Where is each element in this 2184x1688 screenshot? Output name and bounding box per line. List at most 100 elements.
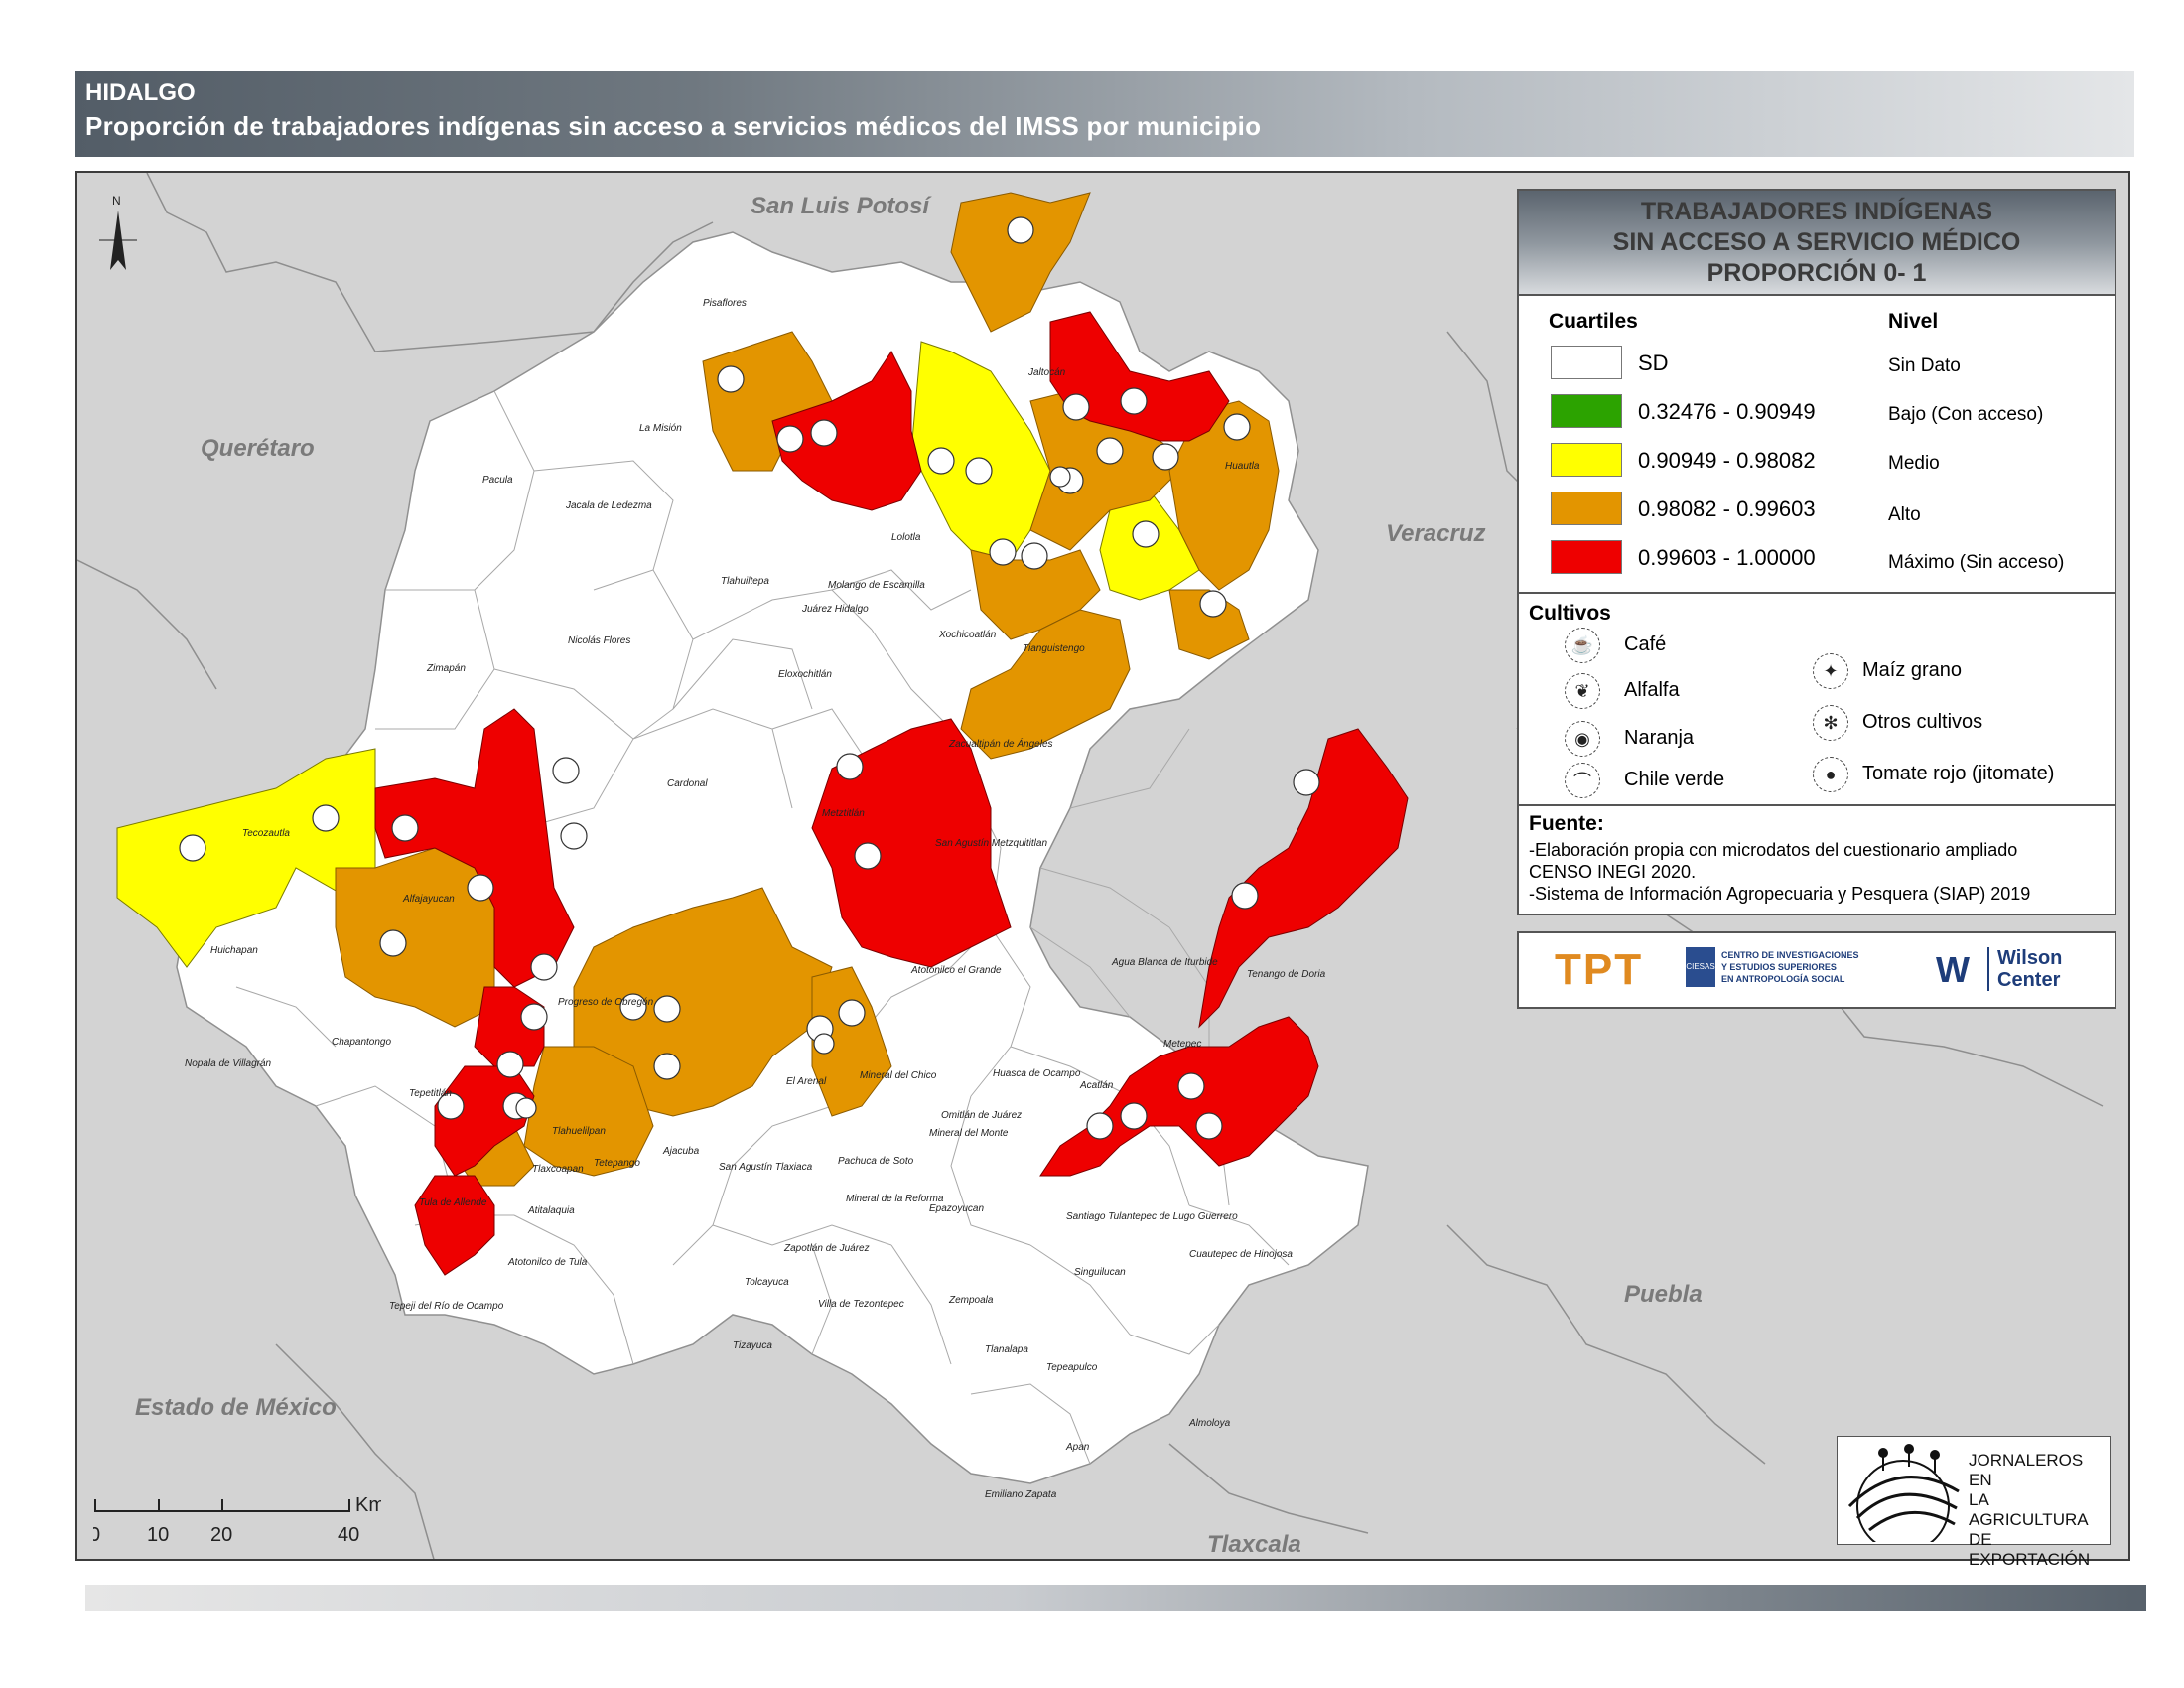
muni-label: Tepeapulco (1046, 1362, 1098, 1373)
muni-label: Alfajayucan (403, 894, 455, 905)
field-icon (1847, 1444, 1960, 1542)
muni-label: Xochicoatlán (939, 630, 997, 640)
crop-label: Otros cultivos (1862, 711, 1983, 733)
scale-tick: 10 (147, 1524, 169, 1546)
muni-label: Tenango de Doria (1247, 969, 1326, 980)
muni-label: Lolotla (891, 532, 921, 543)
ciesas-line: EN ANTROPOLOGÍA SOCIAL (1721, 974, 1845, 984)
muni-label: Molango de Escamilla (828, 580, 925, 591)
muni-label: Juárez Hidalgo (802, 604, 869, 615)
muni-label: Metepec (1163, 1039, 1202, 1050)
state-label-puebla: Puebla (1624, 1281, 1703, 1308)
jornaleros-line: DE EXPORTACIÓN (1969, 1530, 2091, 1569)
region-san-felipe (950, 192, 1091, 333)
tomato-icon: ● (1813, 757, 1848, 792)
class-medio-regions (116, 341, 1200, 968)
muni-label: Huasca de Ocampo (993, 1068, 1081, 1079)
scale-tick: 0 (93, 1524, 100, 1546)
state-label-estado-de-mexico: Estado de México (135, 1394, 337, 1421)
class-level: Máximo (Sin acceso) (1888, 552, 2065, 573)
region-metztitlan (811, 718, 1012, 968)
muni-label: Cuautepec de Hinojosa (1189, 1249, 1293, 1260)
muni-label: Atitalaquia (528, 1205, 575, 1216)
wilson-line: Center (1997, 969, 2061, 991)
jornaleros-line: JORNALEROS EN (1969, 1451, 2084, 1489)
class-range: 0.32476 - 0.90949 (1638, 399, 1816, 424)
muni-label: La Misión (639, 423, 682, 434)
region-huautla (1168, 400, 1280, 591)
muni-label: Huichapan (210, 945, 258, 956)
muni-label: Zapotlán de Juárez (784, 1243, 870, 1254)
muni-label: Ajacuba (663, 1146, 700, 1157)
class-level: Medio (1888, 453, 1940, 474)
jornaleros-line: LA AGRICULTURA (1969, 1490, 2089, 1529)
crop-label: Maíz grano (1862, 659, 1963, 681)
muni-label: Pisaflores (703, 298, 747, 309)
muni-label: Singuilucan (1074, 1267, 1126, 1278)
class-range: 0.98082 - 0.99603 (1638, 496, 1816, 521)
region-ixmiquilpan (374, 708, 575, 988)
ciesas-line: Y ESTUDIOS SUPERIORES (1721, 962, 1837, 972)
muni-label: Emiliano Zapata (985, 1489, 1057, 1500)
legend-title-line: TRABAJADORES INDÍGENAS (1640, 198, 1993, 225)
muni-label: Nopala de Villagrán (185, 1058, 272, 1069)
ciesas-line: CENTRO DE INVESTIGACIONES (1721, 950, 1859, 960)
state-label-veracruz: Veracruz (1386, 520, 1486, 547)
swatch-bajo (1551, 394, 1622, 428)
ciesas-logo-text: CENTRO DE INVESTIGACIONES Y ESTUDIOS SUP… (1721, 949, 1859, 985)
legend-title-line: PROPORCIÓN 0- 1 (1706, 259, 1927, 287)
muni-label: Omitlán de Juárez (941, 1110, 1023, 1121)
coffee-icon: ☕ (1565, 628, 1600, 663)
muni-label: Progreso de Obregón (558, 997, 654, 1008)
north-label: N (112, 194, 121, 208)
muni-label: Mineral del Monte (929, 1128, 1009, 1139)
source-heading: Fuente: (1529, 812, 1604, 835)
crop-markers (179, 216, 1320, 1140)
swatch-maximo (1551, 540, 1622, 574)
muni-label: Villa de Tezontepec (818, 1299, 904, 1310)
muni-label: Chapantongo (332, 1037, 392, 1048)
crop-label: Chile verde (1624, 769, 1725, 790)
class-range: 0.90949 - 0.98082 (1638, 448, 1816, 473)
crop-label: Tomate rojo (jitomate) (1862, 763, 2055, 784)
muni-label: Mineral del Chico (860, 1070, 937, 1081)
state-label-tlaxcala: Tlaxcala (1207, 1531, 1301, 1558)
level-heading: Nivel (1888, 310, 1939, 333)
chili-icon: ⌒ (1565, 763, 1600, 798)
legend-title-line: SIN ACCESO A SERVICIO MÉDICO (1612, 228, 2021, 256)
north-arrow: N (93, 191, 143, 280)
muni-label: Tianguistengo (1023, 643, 1085, 654)
map-subtitle: Proporción de trabajadores indígenas sin… (85, 111, 1262, 141)
muni-label: Acatlán (1080, 1080, 1114, 1091)
class-level: Bajo (Con acceso) (1888, 404, 2044, 425)
muni-label: Mineral de la Reforma (846, 1194, 944, 1204)
muni-label: Jaltocán (1028, 367, 1066, 378)
class-maximo-regions (374, 311, 1409, 1276)
tpt-logo: TPT (1555, 945, 1644, 994)
corn-icon: ✦ (1813, 653, 1848, 689)
scale-bar: Km 0 10 20 40 (89, 1489, 385, 1549)
scale-tick: 40 (338, 1524, 359, 1546)
swatch-medio (1551, 443, 1622, 477)
muni-label: Cardonal (667, 778, 708, 789)
muni-label: San Agustín Tlaxiaca (719, 1162, 813, 1173)
muni-label: Zimapán (427, 663, 466, 674)
region-chapulhuacan-yellow (910, 341, 1051, 561)
muni-label: Jacala de Ledezma (566, 500, 652, 511)
muni-label: Atotonilco de Tula (508, 1257, 588, 1268)
muni-label: Zempoala (949, 1295, 994, 1306)
muni-label: Tula de Allende (419, 1197, 487, 1208)
region-huehuetla (1198, 728, 1409, 1029)
muni-label: El Arenal (786, 1076, 827, 1087)
other-crops-icon: ✻ (1813, 705, 1848, 741)
region-cuautepec-red (1039, 1016, 1319, 1177)
muni-label: Tepeji del Río de Ocampo (389, 1301, 504, 1312)
muni-label: Tepetitlán (409, 1088, 452, 1099)
muni-label: Tetepango (594, 1158, 640, 1169)
map-state-title: HIDALGO (85, 79, 196, 106)
muni-label: San Agustín Metzquititlan (935, 838, 1048, 849)
muni-label: Metztitlán (822, 808, 865, 819)
partner-logos: TPT CIESAS CENTRO DE INVESTIGACIONES Y E… (1517, 931, 2116, 1009)
muni-label: Huautla (1225, 461, 1260, 472)
orange-icon: ◉ (1565, 721, 1600, 757)
